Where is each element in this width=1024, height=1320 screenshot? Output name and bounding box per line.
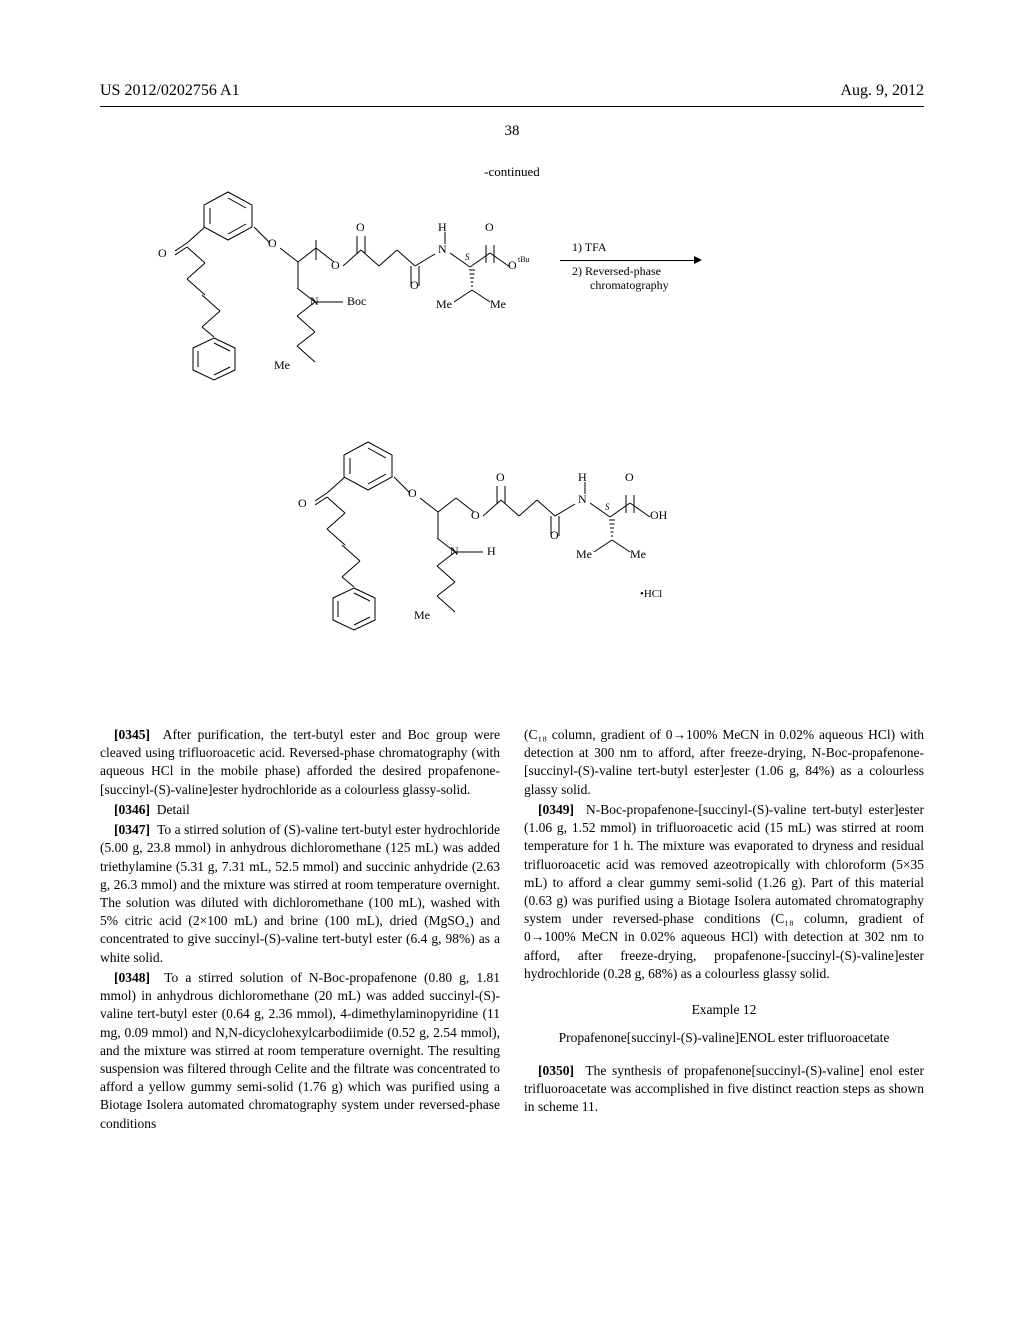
reaction-scheme: O O O O O N H: [100, 190, 924, 700]
reaction-arrow: [560, 260, 696, 261]
para-text: To a stirred solution of (S)-valine tert…: [100, 822, 500, 965]
nitrogen-label: N: [438, 242, 447, 257]
publication-number: US 2012/0202756 A1: [100, 82, 240, 100]
arrow-head-icon: [694, 256, 702, 264]
publication-date: Aug. 9, 2012: [840, 82, 924, 100]
paragraph: [0345] After purification, the tert-buty…: [100, 726, 500, 799]
para-text: N-Boc-propafenone-[succinyl-(S)-valine t…: [524, 802, 924, 981]
bond-icon: [435, 536, 485, 616]
oxygen-label: O: [408, 486, 417, 501]
oxygen-label: O: [268, 236, 277, 251]
oxygen-label: O: [496, 470, 505, 485]
para-text: Detail: [157, 802, 190, 817]
paragraph: [0347] To a stirred solution of (S)-vali…: [100, 821, 500, 967]
oxygen-label: O: [625, 470, 634, 485]
example-number: Example 12: [524, 1001, 924, 1019]
methyl-label: Me: [414, 608, 430, 623]
example-title: Propafenone[succinyl-(S)-valine]ENOL est…: [524, 1029, 924, 1047]
paragraph: [0348] To a stirred solution of N-Boc-pr…: [100, 969, 500, 1133]
header-rule: [100, 106, 924, 107]
para-number: [0346]: [114, 802, 150, 817]
hcl-salt-label: •HCl: [640, 588, 662, 600]
tbu-label: tBu: [518, 255, 530, 264]
benzene-ring-icon: [189, 336, 239, 382]
stereo-s-label: S: [605, 502, 610, 512]
continued-label: -continued: [0, 164, 1024, 180]
oxygen-label: O: [471, 508, 480, 523]
para-number: [0347]: [114, 822, 150, 837]
bond-icon: [442, 232, 448, 244]
methyl-label: Me: [630, 547, 646, 562]
page-number: 38: [0, 123, 1024, 140]
condition-tfa: 1) TFA: [572, 240, 607, 255]
para-text: The synthesis of propafenone[succinyl-(S…: [524, 1063, 924, 1114]
hydroxyl-label: OH: [650, 508, 667, 523]
nitrogen-label: N: [310, 294, 319, 309]
bond-icon: [340, 543, 380, 588]
para-text: (C₁₈ column, gradient of 0→100% MeCN in …: [524, 727, 924, 797]
para-text: After purification, the tert-butyl ester…: [100, 727, 500, 797]
boc-label: Boc: [347, 294, 366, 309]
nitrogen-label: N: [578, 492, 587, 507]
oxygen-label: O: [508, 258, 517, 273]
methyl-label: Me: [436, 297, 452, 312]
nitrogen-label: N: [450, 544, 459, 559]
para-number: [0350]: [538, 1063, 574, 1078]
oxygen-label: O: [298, 496, 307, 511]
oxygen-label: O: [356, 220, 365, 235]
hashed-bond-icon: [608, 518, 616, 540]
methyl-label: Me: [576, 547, 592, 562]
bond-icon: [295, 286, 345, 366]
oxygen-label: O: [158, 246, 167, 261]
para-text: To a stirred solution of N-Boc-propafeno…: [100, 970, 500, 1131]
left-column: [0345] After purification, the tert-buty…: [100, 726, 500, 1135]
stereo-s-label: S: [465, 252, 470, 262]
methyl-label: Me: [490, 297, 506, 312]
benzene-ring-icon: [329, 586, 379, 632]
hashed-bond-icon: [468, 268, 476, 290]
paragraph: [0350] The synthesis of propafenone[succ…: [524, 1062, 924, 1117]
methyl-label: Me: [274, 358, 290, 373]
paragraph: [0346] Detail: [100, 801, 500, 819]
oxygen-label: O: [410, 278, 419, 293]
oxygen-label: O: [485, 220, 494, 235]
nh-label: H: [487, 544, 496, 559]
condition-rp: 2) Reversed-phase: [572, 264, 661, 279]
para-number: [0348]: [114, 970, 150, 985]
paragraph-continuation: (C₁₈ column, gradient of 0→100% MeCN in …: [524, 726, 924, 799]
paragraph: [0349] N-Boc-propafenone-[succinyl-(S)-v…: [524, 801, 924, 983]
condition-chrom: chromatography: [590, 278, 669, 293]
oxygen-label: O: [331, 258, 340, 273]
bond-icon: [582, 482, 588, 494]
oxygen-label: O: [550, 528, 559, 543]
bond-icon: [200, 293, 240, 338]
right-column: (C₁₈ column, gradient of 0→100% MeCN in …: [524, 726, 924, 1135]
body-columns: [0345] After purification, the tert-buty…: [100, 726, 924, 1135]
para-number: [0345]: [114, 727, 150, 742]
para-number: [0349]: [538, 802, 574, 817]
page-header: US 2012/0202756 A1 Aug. 9, 2012: [0, 0, 1024, 104]
